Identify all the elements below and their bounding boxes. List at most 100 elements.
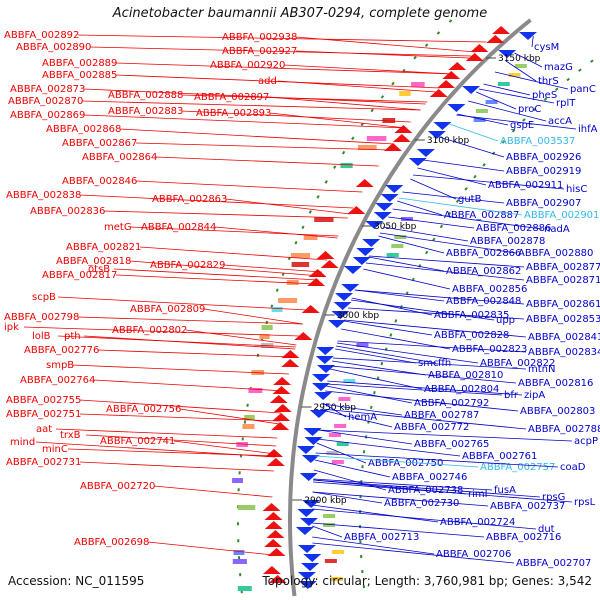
left-connector (147, 541, 273, 556)
gene-label-abbfa_002920: ABBFA_002920 (210, 60, 285, 71)
gene-label-abbfa_002846: ABBFA_002846 (62, 176, 137, 187)
right-connector (312, 508, 537, 530)
gene-label-abbfa_002816: ABBFA_002816 (518, 378, 593, 389)
gene-arrow-forward (352, 257, 371, 265)
right-connector (315, 452, 559, 468)
gene-label-abbfa_002698: ABBFA_002698 (74, 537, 149, 548)
right-connector (439, 136, 505, 158)
left-connector (214, 226, 338, 239)
left-connector (93, 379, 286, 392)
right-connector (368, 256, 445, 272)
right-connector (321, 408, 527, 430)
gene-arrow-reverse (273, 404, 292, 412)
gene-label-abbfa_002863: ABBFA_002863 (152, 194, 227, 205)
gene-arrow-forward (301, 563, 320, 571)
gene-arrow-forward (317, 365, 336, 373)
gene-label-scpb: scpB (32, 292, 56, 303)
gene-arrow-reverse (347, 206, 366, 214)
gene-label-abbfa_002885: ABBFA_002885 (42, 70, 117, 81)
gene-arrow-forward (362, 239, 381, 247)
left-connector (119, 128, 395, 145)
gene-label-abbfa_002836: ABBFA_002836 (30, 206, 105, 217)
gene-label-abbfa_002757: ABBFA_002757 (480, 462, 555, 473)
gene-arrow-reverse (442, 71, 461, 79)
gene-label-abbfa_002804: ABBFA_002804 (424, 384, 499, 395)
gene-arrow-reverse (301, 305, 320, 313)
left-connector (203, 308, 303, 325)
gene-arrow-reverse (437, 80, 456, 88)
left-connector (113, 268, 319, 281)
kbp-label: 2950 kbp (314, 403, 357, 413)
gene-arrow-forward (312, 374, 331, 382)
gene-arrow-reverse (264, 521, 283, 529)
gene-label-ihfa: ihfA (578, 124, 598, 135)
right-connector (478, 88, 555, 104)
gene-label-acpp: acpP (574, 436, 598, 447)
gene-arrow-reverse (392, 134, 411, 142)
feature-bar (248, 388, 263, 393)
gene-arrow-reverse (271, 422, 290, 430)
outer-tick-ring (359, 54, 600, 597)
gene-label-abbfa_002880: ABBFA_002880 (518, 248, 593, 259)
accession-text: Accession: NC_011595 (8, 574, 145, 588)
feature-bar (259, 334, 270, 339)
right-connector (322, 403, 403, 416)
gene-arrow-forward (297, 509, 316, 517)
gene-label-abbfa_002848: ABBFA_002848 (446, 296, 521, 307)
gene-label-gspe: gspE (510, 120, 534, 131)
gene-label-mtnn: mtnN (528, 364, 555, 375)
gene-arrow-forward (299, 473, 318, 481)
gene-label-dut: dut (538, 524, 555, 535)
gene-arrow-forward (343, 266, 362, 274)
gene-label-coad: coaD (560, 462, 586, 473)
feature-bar (340, 163, 353, 168)
gene-label-abbfa_002724: ABBFA_002724 (440, 517, 515, 528)
right-connector (312, 542, 515, 564)
gene-label-abbfa_002864: ABBFA_002864 (82, 152, 157, 163)
left-connector (79, 194, 354, 209)
right-connector (354, 289, 525, 305)
gene-track (232, 26, 538, 591)
gene-arrow-reverse (262, 503, 281, 511)
gene-label-abbfa_002893: ABBFA_002893 (196, 108, 271, 119)
gene-label-ipk: ipk (4, 322, 19, 333)
right-connector (330, 365, 517, 384)
gene-arrow-forward (380, 194, 399, 202)
right-connector (412, 174, 565, 190)
gene-label-abbfa_002862: ABBFA_002862 (446, 266, 521, 277)
left-label-group: ABBFA_002892ABBFA_002890ABBFA_002889ABBF… (4, 30, 487, 556)
left-connector (85, 434, 277, 447)
gene-label-smpb: smpB (46, 360, 74, 371)
gene-label-cysm: cysM (534, 42, 559, 53)
gene-arrow-forward (519, 32, 538, 40)
right-connector (326, 383, 503, 396)
feature-bar (332, 550, 345, 554)
gene-label-abbfa_002844: ABBFA_002844 (141, 222, 216, 233)
gene-arrow-reverse (281, 350, 300, 358)
right-connector (321, 409, 393, 428)
gene-label-abbfa_002764: ABBFA_002764 (20, 375, 95, 386)
gene-label-abbfa_002829: ABBFA_002829 (150, 260, 225, 271)
gene-label-abbfa_002873: ABBFA_002873 (10, 84, 85, 95)
gene-arrow-reverse (320, 260, 339, 268)
gene-arrow-reverse (308, 269, 327, 277)
gene-label-abbfa_002861: ABBFA_002861 (526, 299, 600, 310)
gene-label-abbfa_002868: ABBFA_002868 (46, 124, 121, 135)
feature-bar (411, 82, 425, 87)
left-connector (67, 448, 276, 457)
gene-arrow-forward (335, 293, 354, 301)
feature-bar (391, 244, 404, 248)
right-connector (332, 360, 427, 376)
right-connector (392, 208, 543, 230)
left-connector (155, 156, 379, 167)
gene-arrow-forward (333, 302, 352, 310)
gene-arrow-forward (316, 347, 335, 355)
feature-bar (303, 235, 318, 240)
left-connector (97, 349, 294, 358)
gene-label-abbfa_002867: ABBFA_002867 (62, 138, 137, 149)
gene-label-abbfa_002792: ABBFA_002792 (414, 398, 489, 409)
right-connector (350, 299, 495, 321)
gene-label-abbfa_002810: ABBFA_002810 (428, 370, 503, 381)
gene-arrow-forward (365, 221, 384, 229)
